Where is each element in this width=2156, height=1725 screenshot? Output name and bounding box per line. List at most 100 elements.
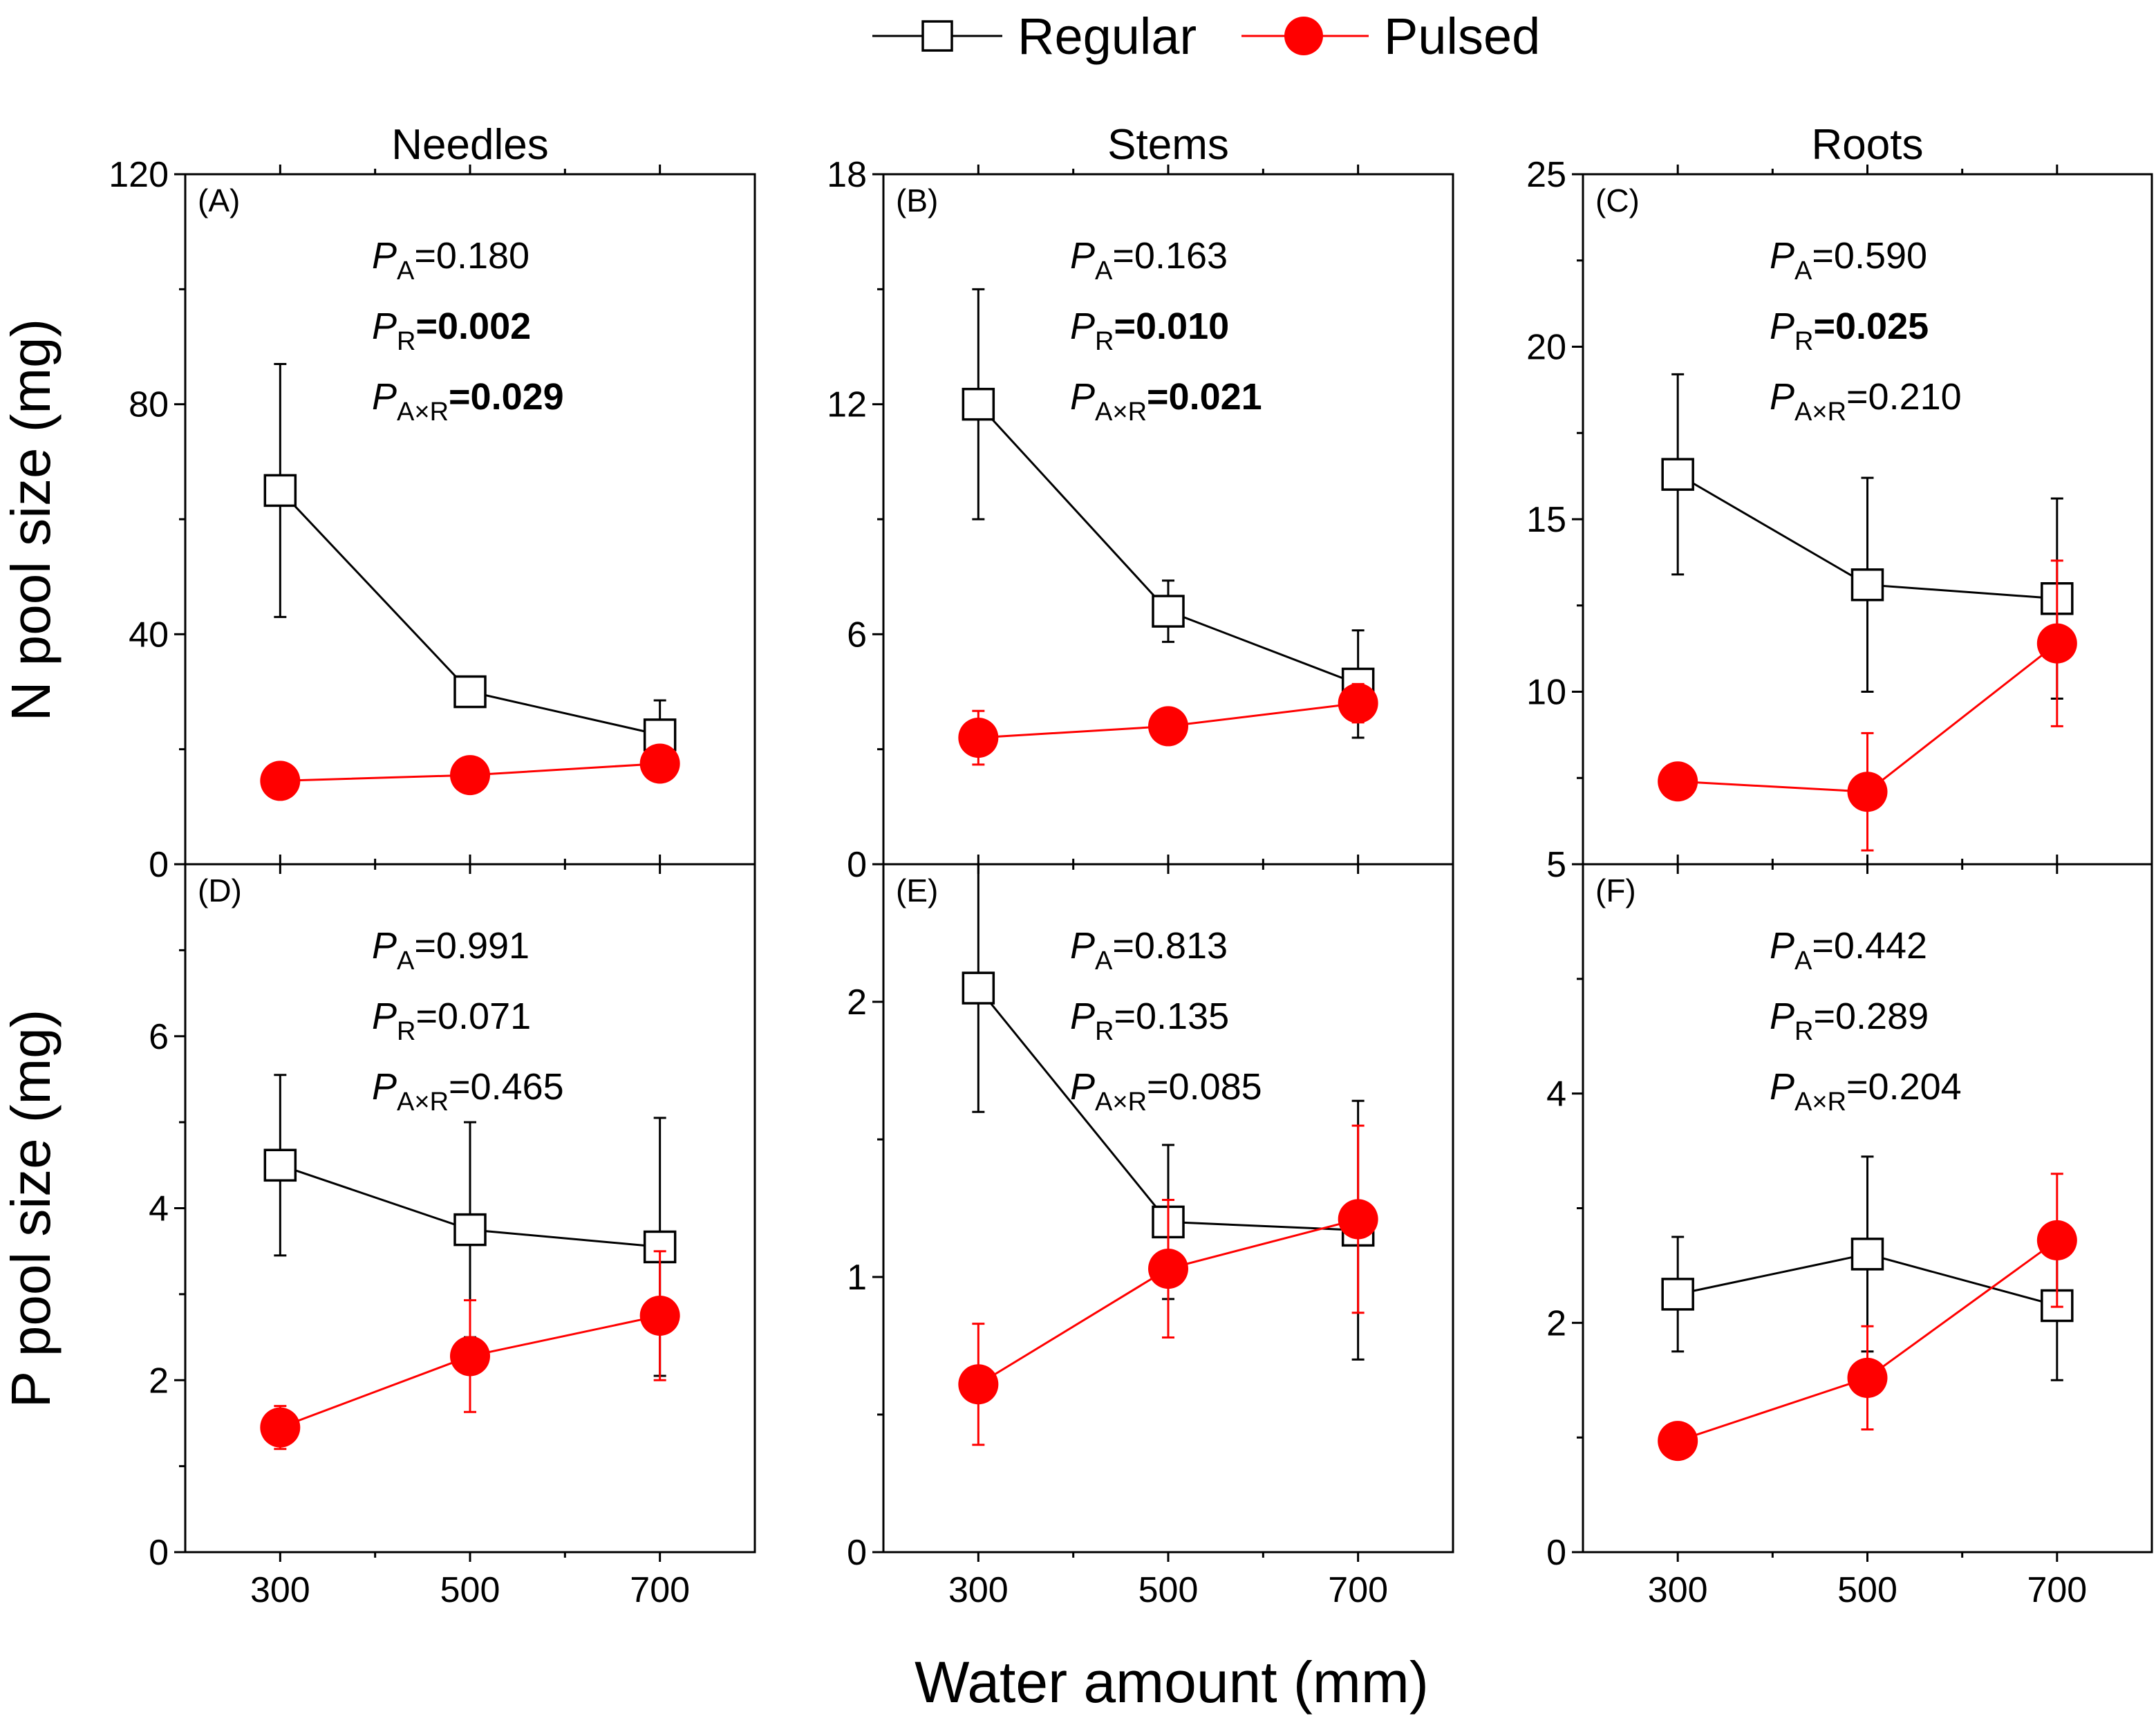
panel-d-stat: PA×R=0.465 [372,1066,564,1117]
y-axis-label-p-pool: P pool size (mg) [0,1009,62,1408]
panel-b: 0 6 12 18 Stems (B) PA=0.163 PR=0.010 PA×R=0.021 [827,121,1454,885]
panel-e-label: (E) [896,873,938,908]
panel-f-pulsed-point [2036,1220,2077,1260]
panel-c-stat: PA=0.590 [1770,235,1927,286]
panel-e: 0 1 2 300 500 700 (E) PA=0.813 PR=0.135 PA×R=0.08… [847,855,1454,1610]
panel-b-stat: PR=0.010 [1070,306,1229,356]
panel-f-y-tick-label: 0 [1546,1533,1566,1573]
panel-f-y-tick-label: 4 [1546,1074,1566,1115]
panel-a-y-tick-label: 80 [129,385,169,425]
panels: 04080120Needles(A)PA=0.180PR=0.002PA×R=0… [109,121,2153,1610]
panel-f-pulsed-point [1658,1421,1698,1462]
legend-label-regular: Regular [1018,8,1197,65]
panel-a-y-tick-label: 0 [149,845,169,885]
panel-d-pulsed-point [450,1336,490,1377]
panel-b-y-tick-label: 12 [827,385,867,425]
panel-e-stat: PR=0.135 [1070,996,1229,1046]
panel-e-x-tick-label: 700 [1328,1570,1388,1610]
panel-c-y-tick-label: 15 [1526,500,1566,540]
panel-d-pulsed-point [639,1295,680,1336]
panel-d-x-tick-label: 500 [440,1570,500,1610]
panel-b-regular-point [962,387,995,421]
panel-a-pulsed-point [450,755,490,796]
panel-a-label: (A) [198,183,240,218]
panel-d-stat: PR=0.071 [372,996,531,1046]
panel-b-label: (B) [896,183,938,218]
panel-a-regular-point [453,675,487,709]
panel-b-y-tick-label: 6 [847,615,867,655]
legend-marker-pulsed [1284,17,1323,55]
panel-c-label: (C) [1595,183,1640,218]
panel-b-frame [882,173,1454,866]
panel-c-title: Roots [1812,121,1924,169]
panel-d-pulsed-point [260,1407,301,1448]
panel-e-pulsed-point [1338,1199,1378,1240]
panel-c-y-tick-label: 5 [1546,845,1566,885]
panel-f: 0 2 4 300 500 700 (F) PA=0.442 PR=0.289 PA×R=0.20… [1546,855,2153,1610]
legend-label-pulsed: Pulsed [1384,8,1540,65]
panel-d-x-tick-label: 700 [630,1570,690,1610]
panel-d-regular-point [263,1148,297,1182]
panel-a-y-tick-label: 40 [129,615,169,655]
panel-b-stat: PA×R=0.021 [1070,376,1262,427]
panel-c-pulsed-point [2036,623,2077,664]
legend-marker-regular [921,20,953,52]
panel-b-pulsed-point [1148,706,1188,747]
panel-c-regular-point [1850,568,1884,602]
panel-f-stat: PA×R=0.204 [1770,1066,1962,1117]
panel-f-regular-point [1661,1278,1694,1311]
panel-e-stat: PA=0.813 [1070,925,1228,976]
panel-d-y-tick-label: 0 [149,1533,169,1573]
panel-f-x-tick-label: 500 [1837,1570,1897,1610]
panel-c-y-tick-label: 10 [1526,673,1566,713]
x-axis-label: Water amount (mm) [915,1650,1429,1715]
panel-a-pulsed-point [639,743,680,784]
panel-d-stat: PA=0.991 [372,925,529,976]
panel-e-regular-point [962,971,995,1005]
panel-f-stat: PA=0.442 [1770,925,1927,976]
y-axis-label-n-pool: N pool size (mg) [0,319,62,721]
panel-f-x-tick-label: 700 [2027,1570,2087,1610]
panel-e-y-tick-label: 0 [847,1533,867,1573]
panel-d-y-tick-label: 2 [149,1361,169,1401]
panel-d-x-tick-label: 300 [250,1570,310,1610]
panel-b-pulsed-point [958,718,999,758]
panel-a-regular-point [263,474,297,507]
panel-b-y-tick-label: 18 [827,155,867,195]
panel-e-pulsed-point [1148,1249,1188,1289]
panel-d-regular-point [453,1213,487,1247]
legend: Regular Pulsed [872,8,1540,65]
panel-a-stat: PR=0.002 [372,306,531,356]
panel-e-x-tick-label: 500 [1138,1570,1199,1610]
panel-a-pulsed-point [260,761,301,801]
panel-e-stat: PA×R=0.085 [1070,1066,1262,1117]
panel-d: 0 2 4 6 300 500 700 (D) PA=0.991 PR=0.071 PA×R=0.4… [149,855,756,1610]
panel-c-regular-point [1661,458,1694,491]
panel-d-y-tick-label: 6 [149,1017,169,1057]
panel-a-stat: PA×R=0.029 [372,376,564,427]
panel-d-label: (D) [198,873,242,908]
panel-e-x-tick-label: 300 [948,1570,1009,1610]
panel-c-pulsed-point [1847,772,1888,812]
panel-c: 5 10 15 20 25 Roots (C) PA=0.590 PR=0.025 PA×R=0.… [1526,121,2153,885]
panel-b-title: Stems [1107,121,1229,169]
panel-e-pulsed-point [958,1364,999,1405]
panel-b-y-tick-label: 0 [847,845,867,885]
panel-f-x-tick-label: 300 [1648,1570,1708,1610]
panel-d-y-tick-label: 4 [149,1189,169,1229]
panel-b-regular-point [1152,595,1185,628]
panel-c-y-tick-label: 25 [1526,155,1566,195]
panel-f-stat: PR=0.289 [1770,996,1929,1046]
panel-b-stat: PA=0.163 [1070,235,1228,286]
panel-c-pulsed-point [1658,761,1698,802]
panel-a-stat: PA=0.180 [372,235,529,286]
panel-b-pulsed-point [1338,683,1378,724]
panel-c-y-tick-label: 20 [1526,328,1566,368]
panel-f-pulsed-point [1847,1357,1888,1398]
panel-e-y-tick-label: 1 [847,1258,867,1298]
panel-a-y-tick-label: 120 [109,155,169,195]
panel-f-y-tick-label: 2 [1546,1303,1566,1343]
panel-a: 0 40 80 120 Needles (A) PA=0.180 PR=0.002 PA×R=0… [109,121,756,885]
panel-a-title: Needles [391,121,548,169]
